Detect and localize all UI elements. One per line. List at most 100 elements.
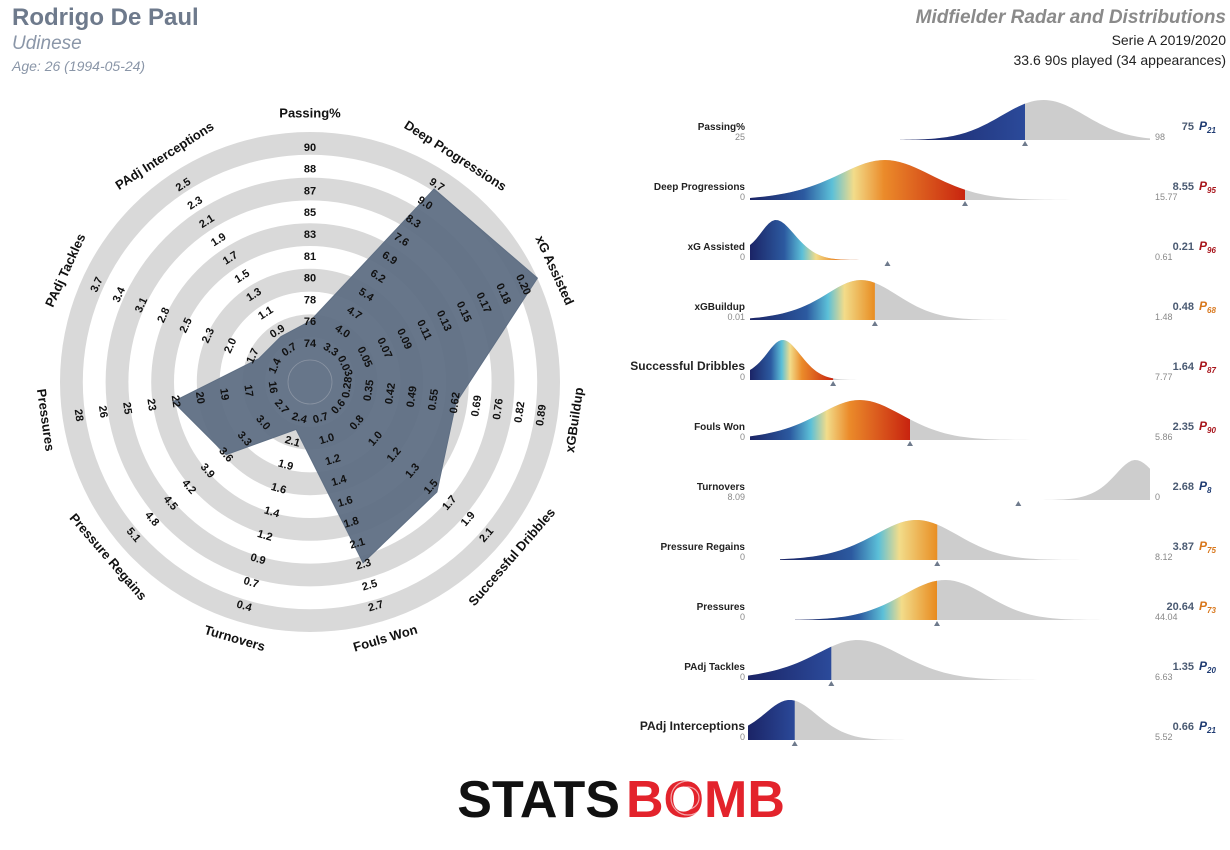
player-value-marker xyxy=(934,621,940,626)
distribution-max-label: 44.04 xyxy=(1155,612,1178,622)
radar-tick-label: 25 xyxy=(120,401,134,415)
radar-tick-label: 2.3 xyxy=(355,557,373,573)
player-value-marker xyxy=(884,261,891,266)
minutes-played: 33.6 90s played (34 appearances) xyxy=(1013,52,1226,68)
radar-tick-label: 0.28 xyxy=(340,376,355,399)
player-value-marker xyxy=(828,681,835,686)
distribution-percentile-fill xyxy=(900,103,1025,140)
distribution-metric-label: xG Assisted xyxy=(688,242,745,253)
distribution-percentile-label: P8 xyxy=(1199,479,1212,495)
radar-tick-label: 20 xyxy=(193,391,207,405)
player-team: Udinese xyxy=(12,33,82,54)
distribution-metric-label: Pressures xyxy=(697,602,746,613)
radar-tick-label: 19 xyxy=(217,387,231,401)
radar-tick-label: 0.4 xyxy=(235,599,254,615)
radar-chart: 74767880818385878890Passing%3.34.04.75.4… xyxy=(34,105,586,654)
distribution-metric-label: Deep Progressions xyxy=(654,182,746,193)
distribution-metric-label: Turnovers xyxy=(697,482,746,493)
radar-tick-label: 81 xyxy=(304,251,316,263)
distribution-percentile-label: P96 xyxy=(1199,239,1216,255)
radar-tick-label: 1.0 xyxy=(318,431,336,447)
distribution-min-label: 0.01 xyxy=(727,312,745,322)
distribution-value-label: 2.68 xyxy=(1173,481,1194,493)
distribution-min-label: 0 xyxy=(740,612,745,622)
distribution-percentile-fill xyxy=(780,520,938,560)
distribution-metric-label: Passing% xyxy=(698,122,745,133)
player-value-marker xyxy=(934,561,941,566)
distribution-percentile-label: P75 xyxy=(1199,539,1216,555)
radar-tick-label: 0.76 xyxy=(491,398,506,421)
radar-tick-label: 2.1 xyxy=(348,536,366,552)
radar-tick-label: 80 xyxy=(304,273,316,285)
distribution-metric-label: PAdj Interceptions xyxy=(640,719,745,733)
radar-tick-label: 2.5 xyxy=(361,578,379,594)
distribution-percentile-fill xyxy=(750,400,910,440)
radar-tick-label: 0.62 xyxy=(448,391,463,414)
radar-tick-label: 0.7 xyxy=(312,410,330,426)
radar-tick-label: 0.82 xyxy=(513,401,528,424)
distribution-min-label: 0 xyxy=(740,372,745,382)
distribution-value-label: 75 xyxy=(1182,121,1194,133)
player-value-marker xyxy=(962,201,968,206)
radar-tick-label: 2.3 xyxy=(200,326,217,345)
distribution-value-label: 0.66 xyxy=(1173,721,1194,733)
chart-title: Midfielder Radar and Distributions xyxy=(915,7,1226,28)
radar-tick-label: 2.4 xyxy=(290,410,309,426)
radar-tick-label: 1.9 xyxy=(276,457,294,473)
radar-tick-label: 1.7 xyxy=(244,347,261,366)
distribution-curve xyxy=(748,700,1015,740)
radar-tick-label: 22 xyxy=(169,394,183,408)
distribution-percentile-fill xyxy=(795,580,937,620)
radar-tick-label: 1.2 xyxy=(324,452,342,468)
distribution-percentile-fill xyxy=(748,700,795,740)
radar-tick-label: 78 xyxy=(304,294,316,306)
distribution-metric-label: Fouls Won xyxy=(694,422,745,433)
distribution-value-label: 3.87 xyxy=(1173,541,1194,553)
distribution-percentile-label: P95 xyxy=(1199,179,1216,195)
radar-tick-label: 1.2 xyxy=(256,528,274,544)
radar-tick-label: 2.0 xyxy=(222,336,239,355)
distribution-max-label: 6.63 xyxy=(1155,672,1173,682)
competition-label: Serie A 2019/2020 xyxy=(1111,32,1226,48)
player-age: Age: 26 (1994-05-24) xyxy=(12,58,146,74)
distribution-max-label: 7.77 xyxy=(1155,372,1173,382)
distribution-value-label: 2.35 xyxy=(1173,421,1194,433)
radar-tick-label: 2.7 xyxy=(367,599,385,615)
distribution-value-label: 0.48 xyxy=(1173,301,1194,313)
player-value-marker xyxy=(1015,501,1022,506)
player-name: Rodrigo De Paul xyxy=(12,4,199,31)
distribution-curve xyxy=(748,640,1140,680)
radar-tick-label: 1.8 xyxy=(342,515,360,531)
radar-tick-label: 17 xyxy=(241,384,255,398)
radar-tick-label: 2.8 xyxy=(155,306,172,325)
distribution-max-label: 98 xyxy=(1155,132,1165,142)
distribution-min-label: 0 xyxy=(740,732,745,742)
radar-tick-label: 1.6 xyxy=(336,494,354,510)
distribution-min-label: 0 xyxy=(740,192,745,202)
radar-tick-label: 2.1 xyxy=(283,434,301,450)
radar-tick-label: 85 xyxy=(304,207,316,219)
radar-metric-label: Passing% xyxy=(279,105,341,120)
distribution-max-label: 8.12 xyxy=(1155,552,1173,562)
distribution-percentile-label: P73 xyxy=(1199,599,1216,615)
player-value-marker xyxy=(871,321,878,326)
radar-tick-label: 0.35 xyxy=(362,379,377,402)
distribution-min-label: 8.09 xyxy=(727,492,745,502)
distribution-metric-label: xGBuildup xyxy=(694,302,745,313)
distribution-curve xyxy=(905,460,1150,500)
radar-tick-label: 3.1 xyxy=(133,296,150,315)
distribution-percentile-fill xyxy=(750,340,834,380)
distribution-percentile-label: P68 xyxy=(1199,299,1216,315)
radar-tick-label: 1.6 xyxy=(270,481,288,497)
radar-tick-label: 83 xyxy=(304,229,316,241)
distribution-max-label: 1.48 xyxy=(1155,312,1173,322)
distribution-metric-label: Pressure Regains xyxy=(661,542,746,553)
distribution-value-label: 0.21 xyxy=(1173,241,1194,253)
distribution-max-label: 0.61 xyxy=(1155,252,1173,262)
radar-tick-label: 3.7 xyxy=(88,275,105,294)
radar-tick-label: 90 xyxy=(304,142,316,154)
player-value-marker xyxy=(830,381,837,386)
statsbomb-logo: STATS BOMB xyxy=(457,771,785,829)
player-value-marker xyxy=(1022,141,1028,146)
radar-tick-label: 0.7 xyxy=(242,575,260,591)
